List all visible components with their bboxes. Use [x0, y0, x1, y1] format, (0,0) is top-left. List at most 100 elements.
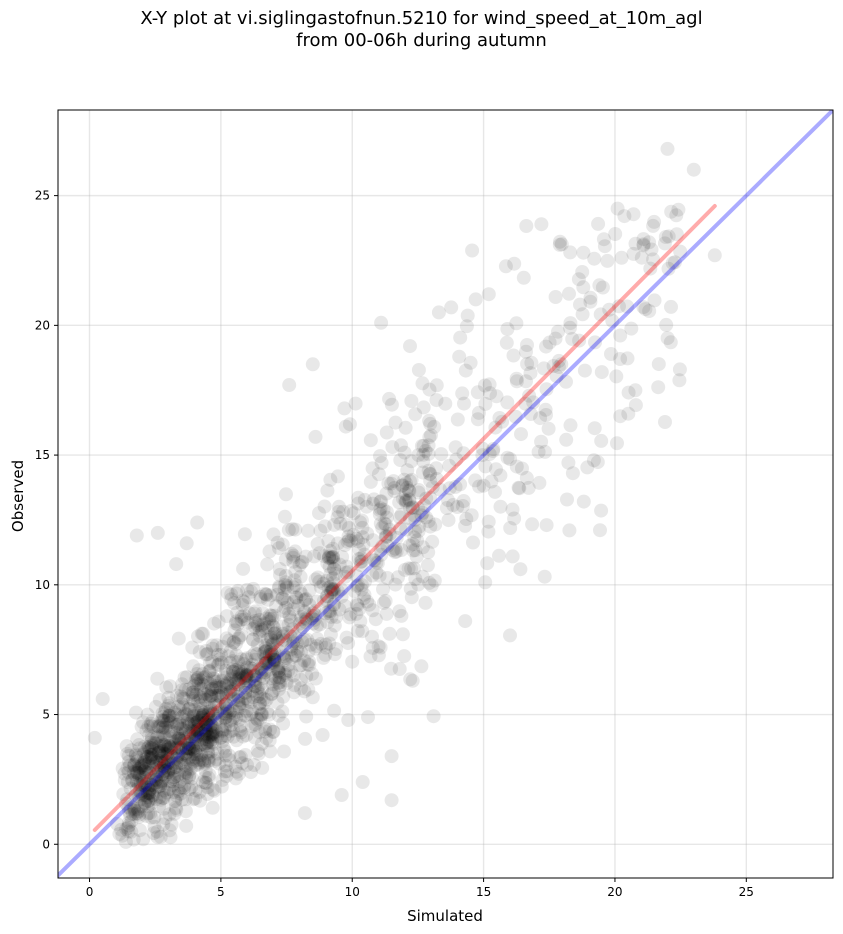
- scatter-point: [258, 721, 273, 736]
- scatter-point: [402, 484, 417, 499]
- scatter-point: [229, 614, 244, 629]
- scatter-point: [179, 735, 194, 749]
- scatter-point: [349, 531, 364, 546]
- scatter-point: [137, 745, 152, 760]
- scatter-point: [156, 727, 170, 742]
- y-tick-label: 25: [35, 189, 50, 203]
- scatter-point: [342, 533, 357, 548]
- scatter-point: [279, 580, 294, 595]
- scatter-point: [215, 687, 230, 701]
- scatter-point: [277, 582, 292, 597]
- scatter-point: [254, 622, 269, 637]
- scatter-point: [327, 585, 341, 600]
- scatter-point: [378, 530, 393, 545]
- scatter-point: [270, 662, 285, 677]
- scatter-point: [139, 808, 154, 823]
- scatter-point: [145, 788, 160, 803]
- scatter-point: [150, 760, 165, 775]
- scatter-point: [533, 411, 548, 426]
- scatter-point: [188, 727, 203, 742]
- scatter-point: [217, 700, 232, 715]
- scatter-point: [231, 665, 246, 680]
- scatter-point: [197, 717, 211, 732]
- scatter-point: [560, 492, 574, 507]
- scatter-point: [199, 647, 214, 662]
- scatter-point: [207, 753, 222, 768]
- scatter-point: [672, 373, 687, 388]
- scatter-point: [261, 620, 275, 635]
- scatter-point: [201, 733, 216, 748]
- scatter-point: [226, 675, 241, 690]
- scatter-point: [121, 748, 136, 763]
- scatter-point: [169, 734, 184, 748]
- scatter-point: [153, 776, 168, 791]
- scatter-point: [614, 250, 629, 265]
- scatter-point: [253, 676, 268, 691]
- scatter-point: [260, 557, 275, 572]
- scatter-point: [278, 666, 292, 680]
- scatter-point: [202, 690, 217, 705]
- scatter-point: [175, 690, 190, 705]
- scatter-point: [130, 766, 145, 780]
- scatter-point: [200, 787, 215, 801]
- scatter-point: [190, 671, 205, 686]
- scatter-point: [439, 501, 454, 515]
- scatter-point: [241, 694, 256, 709]
- scatter-point: [215, 639, 230, 654]
- scatter-point: [149, 792, 163, 806]
- scatter-point: [212, 756, 227, 771]
- scatter-point: [519, 219, 534, 233]
- scatter-point: [255, 606, 270, 621]
- scatter-point: [337, 401, 352, 416]
- scatter-point: [126, 832, 141, 847]
- scatter-point: [205, 703, 220, 718]
- scatter-point: [319, 593, 334, 608]
- scatter-point: [453, 477, 468, 492]
- scatter-point: [636, 237, 651, 252]
- scatter-point: [305, 666, 320, 681]
- scatter-point: [240, 582, 255, 597]
- scatter-point: [155, 744, 170, 759]
- scatter-point: [466, 535, 480, 550]
- scatter-point: [334, 589, 349, 604]
- scatter-point: [411, 363, 426, 377]
- scatter-point: [204, 728, 219, 743]
- scatter-point: [351, 552, 366, 566]
- scatter-point: [120, 761, 135, 776]
- scatter-point: [202, 754, 217, 769]
- scatter-point: [361, 710, 375, 725]
- scatter-point: [338, 517, 353, 532]
- scatter-point: [259, 692, 274, 707]
- scatter-point: [275, 633, 290, 648]
- scatter-point: [234, 670, 248, 685]
- scatter-point: [289, 641, 304, 656]
- scatter-point: [144, 778, 159, 793]
- scatter-point: [669, 227, 684, 242]
- scatter-point: [594, 365, 609, 380]
- scatter-point: [515, 461, 529, 476]
- scatter-point: [250, 743, 265, 758]
- scatter-point: [238, 652, 253, 667]
- scatter-point: [275, 704, 290, 719]
- scatter-point: [211, 688, 226, 703]
- scatter-point: [161, 752, 176, 767]
- scatter-point: [142, 752, 157, 767]
- scatter-point: [239, 667, 254, 682]
- scatter-point: [182, 682, 197, 697]
- scatter-point: [192, 710, 207, 725]
- scatter-point: [315, 728, 330, 742]
- scatter-point: [228, 662, 243, 677]
- scatter-point: [266, 677, 281, 692]
- scatter-point: [235, 756, 250, 771]
- scatter-point: [207, 783, 222, 798]
- scatter-point: [258, 649, 273, 664]
- scatter-point: [259, 611, 274, 626]
- scatter-point: [229, 673, 243, 688]
- scatter-point: [177, 778, 192, 793]
- scatter-point: [122, 758, 137, 773]
- scatter-point: [308, 572, 323, 587]
- scatter-point: [325, 582, 340, 596]
- scatter-point: [349, 606, 364, 621]
- scatter-point: [184, 779, 199, 794]
- scatter-point: [561, 455, 576, 470]
